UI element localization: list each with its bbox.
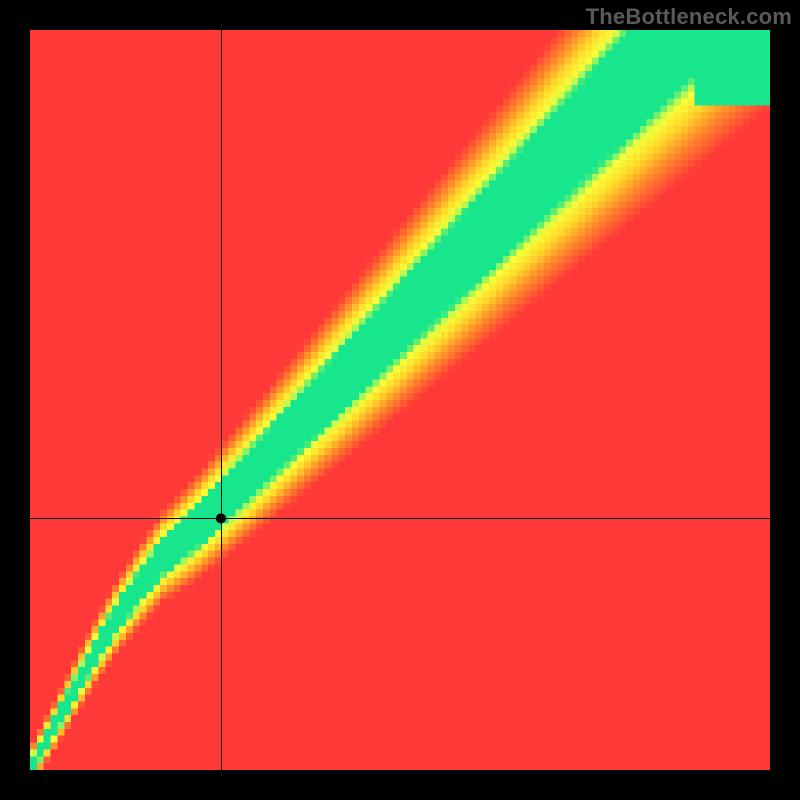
plot-area bbox=[30, 30, 770, 770]
frame: TheBottleneck.com bbox=[0, 0, 800, 800]
overlay-canvas bbox=[30, 30, 770, 770]
watermark-text: TheBottleneck.com bbox=[586, 4, 792, 30]
